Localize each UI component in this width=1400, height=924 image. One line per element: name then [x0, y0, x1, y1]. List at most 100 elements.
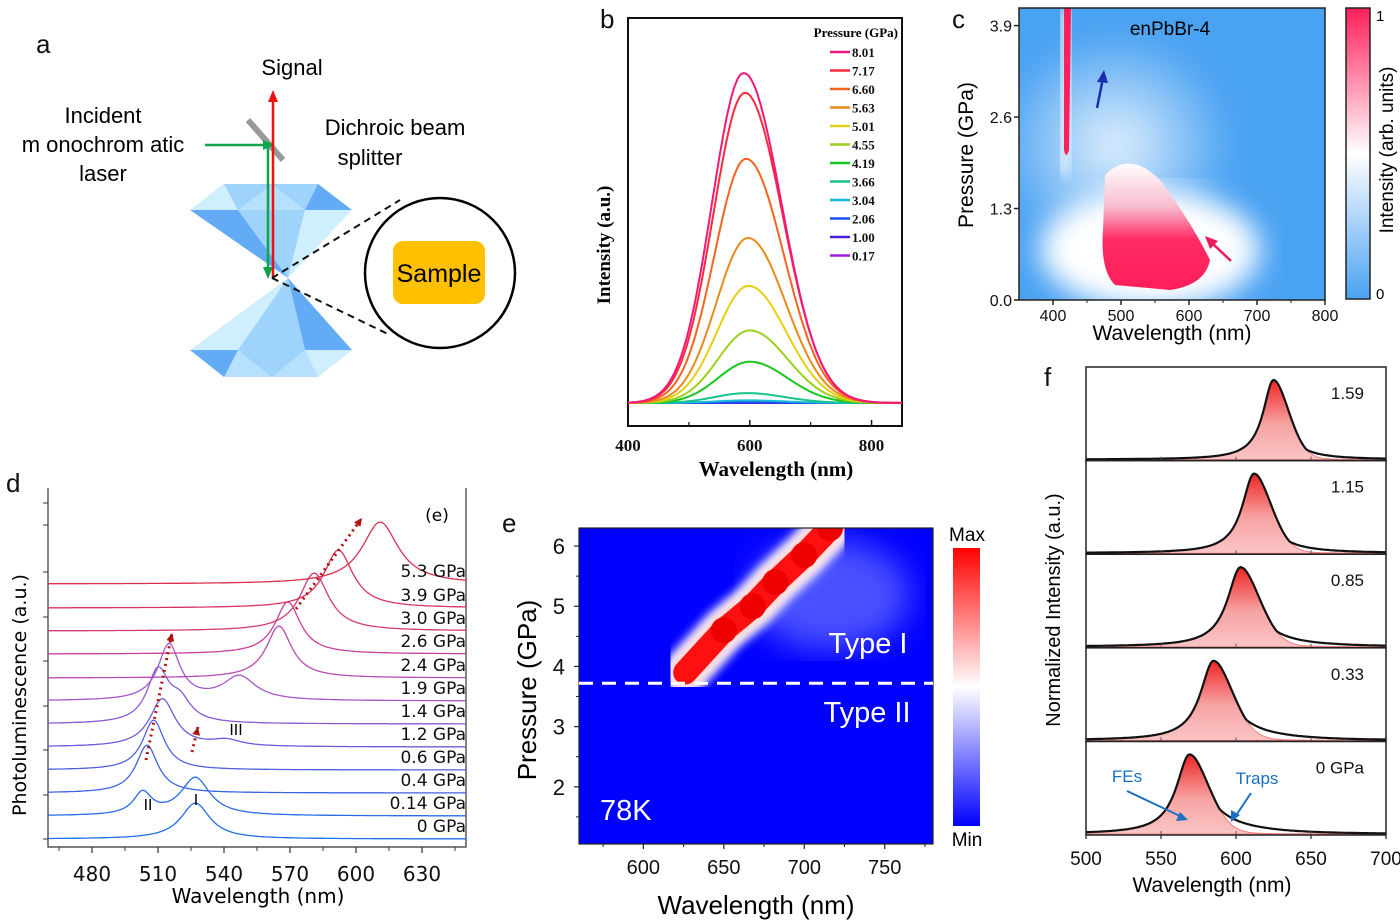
d-series-label: 0.6 GPa — [400, 748, 466, 768]
f-xtick-label: 550 — [1145, 849, 1177, 870]
b-legend-label: 6.60 — [852, 82, 875, 97]
f-total-line — [1085, 753, 1387, 835]
f-pressure-label: 0 GPa — [1316, 758, 1365, 777]
diamond-anvil-top — [190, 184, 352, 278]
c-colorbar-max: 1 — [1376, 8, 1384, 25]
panel-label-c: c — [952, 4, 965, 34]
f-fes-label: FEs — [1112, 767, 1142, 786]
d-series-line — [48, 625, 466, 679]
panel-label-b: b — [600, 4, 614, 34]
panel-b-chart: b 400 600 800 Wavelength (nm) Intensity (a… — [594, 4, 903, 481]
c-narrow-band — [1064, 8, 1071, 155]
d-series-line — [48, 549, 466, 609]
b-legend-label: 3.04 — [852, 193, 875, 208]
d-series-label: 5.3 GPa — [400, 562, 466, 582]
d-trend-arrow — [144, 632, 174, 761]
b-legend-label: 4.55 — [852, 138, 875, 153]
d-ylabel: Photoluminescence (a.u.) — [9, 574, 31, 816]
e-ytick-label: 2 — [553, 775, 565, 800]
f-xlabel: Wavelength (nm) — [1132, 874, 1291, 897]
d-trend-arrow — [190, 726, 200, 753]
d-series-label: 1.4 GPa — [400, 702, 466, 722]
c-ytick-label: 3.9 — [990, 19, 1012, 36]
e-ytick-label: 5 — [553, 594, 565, 619]
diamond-anvil-bottom — [190, 278, 352, 377]
c-ylabel: Pressure (GPa) — [955, 82, 978, 228]
f-total-line — [1086, 378, 1386, 461]
panel-d-chart: d 480 510 540 570 600 630 0 GPa 0.14 GPa 0.4 GPa… — [6, 468, 467, 908]
f-pressure-label: 1.59 — [1331, 384, 1364, 403]
d-series-label: 2.4 GPa — [400, 656, 466, 676]
panel-a-diagram: a Sample Signal Incident m onochrom — [22, 29, 517, 377]
c-ytick-label: 2.6 — [990, 110, 1012, 127]
panel-label-f: f — [1044, 362, 1052, 392]
d-xtick-label: 480 — [73, 862, 111, 886]
c-colorbar-label: Intensity (arb. units) — [1377, 67, 1398, 234]
f-fes-arrow — [1126, 790, 1188, 821]
d-series-line — [47, 776, 466, 817]
b-xlabel: Wavelength (nm) — [699, 457, 854, 481]
d-series-label: 0.14 GPa — [390, 794, 466, 814]
c-xtick-label: 700 — [1244, 308, 1271, 325]
f-xtick-label: 700 — [1370, 849, 1400, 870]
d-series-label: 1.2 GPa — [400, 725, 466, 745]
f-total-line — [1086, 472, 1386, 554]
signal-label: Signal — [261, 55, 322, 80]
e-ytick-label: 3 — [553, 715, 565, 740]
d-trend-arrowhead — [166, 633, 175, 642]
d-series-label: 0 GPa — [417, 817, 466, 837]
d-series-line — [47, 665, 466, 725]
incident-label-1: Incident — [64, 103, 141, 128]
f-xtick-label: 600 — [1220, 849, 1252, 870]
sample-box — [393, 241, 485, 304]
b-ylabel: Intensity (a.u.) — [594, 186, 615, 305]
b-plot-frame — [627, 17, 903, 427]
f-total-line — [1086, 566, 1387, 648]
b-legend-label: 4.19 — [852, 156, 875, 171]
c-xtick-label: 800 — [1312, 308, 1339, 325]
f-pressure-label: 1.15 — [1331, 478, 1364, 497]
d-series-line — [48, 719, 466, 771]
f-pressure-label: 0.33 — [1331, 665, 1364, 684]
c-xtick-label: 400 — [1040, 308, 1067, 325]
panel-f-chart: f 1.59 1.15 0.85 0.33 0 GPa 500 550 600 650 700 F… — [1043, 362, 1400, 897]
e-colorbar-min: Min — [952, 830, 983, 851]
d-peak-label-II: II — [144, 796, 153, 814]
c-broad-band — [1102, 163, 1210, 290]
d-xtick-label: 570 — [271, 862, 309, 886]
e-ridge-spot — [739, 593, 766, 620]
zoom-line-top — [271, 199, 401, 279]
splitter-label-2: splitter — [338, 145, 403, 170]
e-ridge-spot — [817, 528, 844, 541]
f-pressure-label: 0.85 — [1331, 571, 1364, 590]
zoom-line-bottom — [271, 277, 391, 336]
d-series-label: 1.9 GPa — [400, 679, 466, 699]
signal-beam-arrow — [268, 90, 278, 278]
e-xtick-label: 700 — [788, 857, 821, 879]
f-subpanel-frame — [1085, 366, 1387, 462]
panel-label-a: a — [36, 29, 51, 59]
panel-label-d: d — [6, 468, 20, 498]
d-series-line — [48, 642, 466, 702]
b-xtick-label: 800 — [859, 436, 885, 455]
d-series-label: 3.0 GPa — [400, 609, 466, 629]
e-ylabel: Pressure (GPa) — [512, 600, 542, 781]
b-xtick-label: 400 — [615, 436, 641, 455]
e-ridge-spot — [791, 542, 818, 569]
d-trend-arrowhead — [354, 518, 362, 527]
d-series-line — [48, 572, 466, 632]
b-legend-title: Pressure (GPa) — [814, 25, 898, 40]
c-colorbar — [1345, 7, 1371, 300]
b-legend-label: 0.17 — [852, 249, 875, 264]
f-traps-label: Traps — [1236, 769, 1279, 788]
incident-label-2: m onochrom atic — [22, 132, 185, 157]
c-colorbar-min: 0 — [1376, 286, 1384, 303]
d-series-label: 3.9 GPa — [400, 586, 466, 606]
b-legend-label: 1.00 — [852, 230, 875, 245]
c-xtick-label: 500 — [1108, 308, 1135, 325]
e-ytick-label: 4 — [553, 654, 565, 679]
d-xtick-label: 540 — [205, 862, 243, 886]
d-peak-label-III: III — [229, 721, 242, 739]
b-legend-label: 5.01 — [852, 119, 875, 134]
c-pink-arrow — [1205, 236, 1232, 262]
